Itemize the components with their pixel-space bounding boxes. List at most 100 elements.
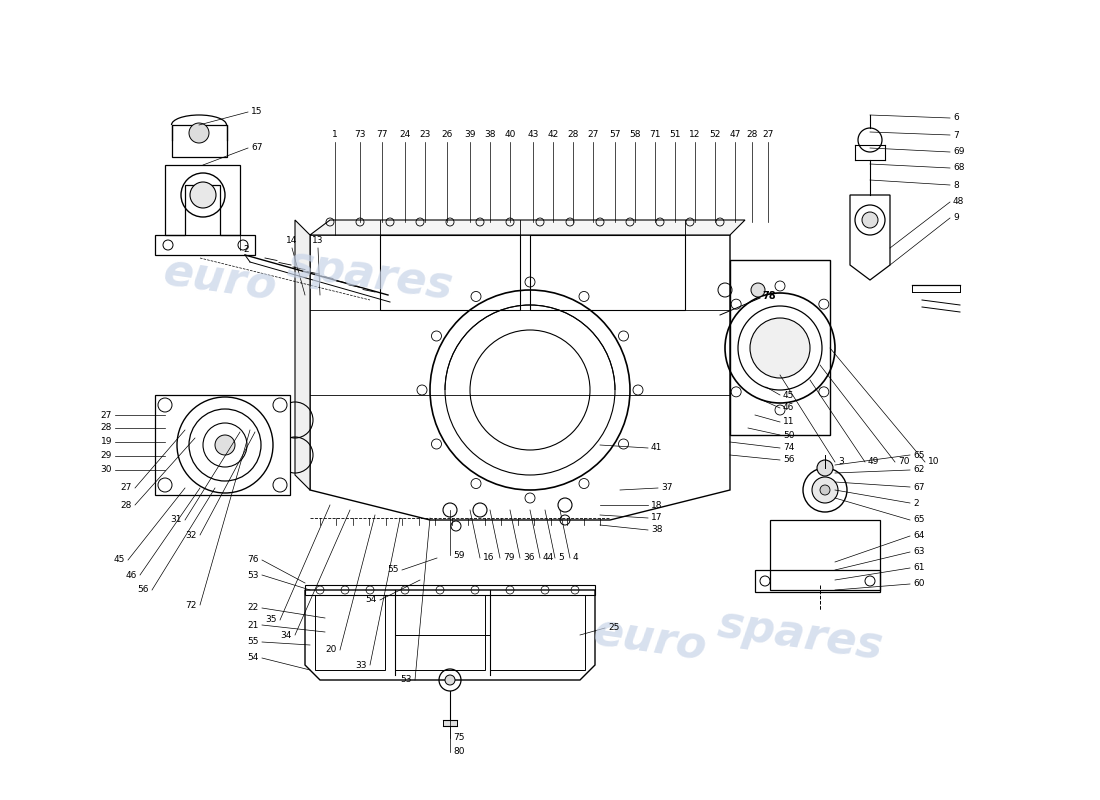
Text: 31: 31 xyxy=(170,515,182,525)
Text: 50: 50 xyxy=(783,430,794,439)
Text: euro: euro xyxy=(161,250,279,310)
Text: 78: 78 xyxy=(762,291,776,301)
Text: 11: 11 xyxy=(783,418,794,426)
Text: 6: 6 xyxy=(953,114,959,122)
Text: 65: 65 xyxy=(913,515,924,525)
Text: euro: euro xyxy=(591,610,710,670)
Text: 12: 12 xyxy=(690,130,701,139)
Text: 26: 26 xyxy=(441,130,453,139)
Text: 28: 28 xyxy=(121,501,132,510)
Bar xyxy=(379,235,520,310)
Text: 5: 5 xyxy=(558,554,563,562)
Text: 9: 9 xyxy=(953,214,959,222)
Text: spares: spares xyxy=(714,602,886,668)
Circle shape xyxy=(862,212,878,228)
Text: 7: 7 xyxy=(953,130,959,139)
Bar xyxy=(172,125,227,157)
Text: 62: 62 xyxy=(913,466,924,474)
Circle shape xyxy=(190,182,216,208)
Text: 18: 18 xyxy=(651,501,662,510)
Text: 44: 44 xyxy=(543,554,554,562)
Text: 67: 67 xyxy=(913,482,924,491)
Text: 27: 27 xyxy=(121,483,132,493)
Text: 32: 32 xyxy=(186,530,197,539)
Circle shape xyxy=(751,283,764,297)
Circle shape xyxy=(214,435,235,455)
Text: 14: 14 xyxy=(286,236,298,245)
Text: 13: 13 xyxy=(312,236,323,245)
Text: 80: 80 xyxy=(453,747,464,757)
Text: 28: 28 xyxy=(746,130,758,139)
Bar xyxy=(443,720,456,726)
Text: 56: 56 xyxy=(783,455,794,465)
Text: 46: 46 xyxy=(125,570,138,579)
Bar xyxy=(395,595,485,670)
Text: 75: 75 xyxy=(453,734,464,742)
Text: 68: 68 xyxy=(953,163,965,173)
Bar xyxy=(755,570,880,592)
Text: 23: 23 xyxy=(419,130,431,139)
Text: 27: 27 xyxy=(587,130,598,139)
Circle shape xyxy=(817,460,833,476)
Text: 64: 64 xyxy=(913,531,924,541)
Text: 4: 4 xyxy=(573,554,579,562)
Text: 54: 54 xyxy=(365,595,377,605)
Text: 22: 22 xyxy=(248,603,258,613)
Text: 76: 76 xyxy=(248,555,258,565)
Text: 20: 20 xyxy=(326,646,337,654)
Text: 55: 55 xyxy=(248,638,258,646)
Text: 73: 73 xyxy=(354,130,365,139)
Bar xyxy=(730,260,830,435)
Text: 16: 16 xyxy=(483,554,495,562)
Text: 1: 1 xyxy=(332,130,338,139)
Text: 17: 17 xyxy=(651,514,662,522)
Text: 71: 71 xyxy=(649,130,661,139)
Text: 57: 57 xyxy=(609,130,620,139)
Text: spares: spares xyxy=(284,242,455,308)
Text: 10: 10 xyxy=(928,458,939,466)
Text: 63: 63 xyxy=(913,547,924,557)
Text: 74: 74 xyxy=(783,443,794,453)
Text: 28: 28 xyxy=(100,423,112,433)
Text: 45: 45 xyxy=(783,390,794,399)
Text: 27: 27 xyxy=(100,410,112,419)
Text: 28: 28 xyxy=(568,130,579,139)
Text: 41: 41 xyxy=(651,443,662,453)
Text: 58: 58 xyxy=(629,130,640,139)
Bar xyxy=(770,520,880,590)
Polygon shape xyxy=(295,220,310,490)
Text: 77: 77 xyxy=(376,130,387,139)
Text: 59: 59 xyxy=(453,550,464,559)
Text: 2: 2 xyxy=(243,246,249,254)
Bar xyxy=(315,595,385,670)
Bar xyxy=(155,235,255,255)
Text: 45: 45 xyxy=(113,555,125,565)
Text: 36: 36 xyxy=(522,554,535,562)
Circle shape xyxy=(812,477,838,503)
Bar xyxy=(490,595,585,670)
Text: 43: 43 xyxy=(527,130,539,139)
Text: 37: 37 xyxy=(661,483,672,493)
Text: 27: 27 xyxy=(762,130,773,139)
Text: 72: 72 xyxy=(186,601,197,610)
Text: 70: 70 xyxy=(898,458,910,466)
Polygon shape xyxy=(165,165,240,235)
Text: 15: 15 xyxy=(251,107,263,117)
Polygon shape xyxy=(850,195,890,280)
Text: 48: 48 xyxy=(953,198,965,206)
Text: 65: 65 xyxy=(913,450,924,459)
Text: 29: 29 xyxy=(100,451,112,461)
Text: 40: 40 xyxy=(504,130,516,139)
Text: 3: 3 xyxy=(838,458,844,466)
Bar xyxy=(305,585,595,595)
Polygon shape xyxy=(310,235,730,520)
Circle shape xyxy=(446,675,455,685)
Polygon shape xyxy=(155,395,290,495)
Text: 39: 39 xyxy=(464,130,475,139)
Text: 46: 46 xyxy=(783,403,794,413)
Text: 24: 24 xyxy=(399,130,410,139)
Text: 69: 69 xyxy=(953,147,965,157)
Text: 42: 42 xyxy=(548,130,559,139)
Text: 30: 30 xyxy=(100,466,112,474)
Text: 47: 47 xyxy=(729,130,740,139)
